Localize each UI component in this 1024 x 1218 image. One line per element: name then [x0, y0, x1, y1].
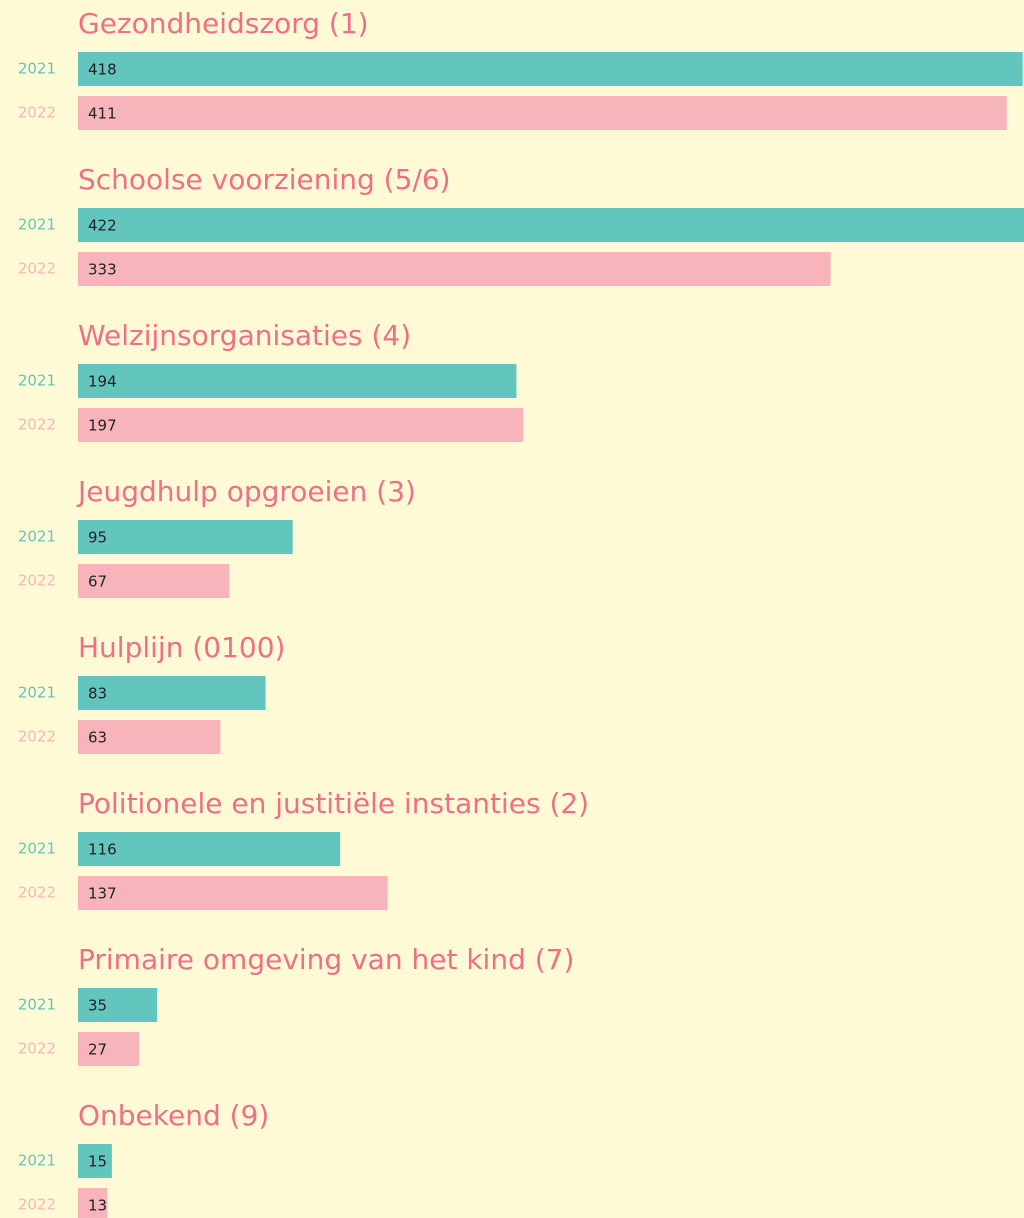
- bar: [78, 1188, 108, 1218]
- bar: [78, 252, 831, 286]
- bar: [78, 52, 1023, 86]
- bar: [78, 876, 388, 910]
- value-label: 95: [88, 529, 107, 547]
- bar: [78, 96, 1007, 130]
- series-label: 2022: [18, 416, 56, 434]
- series-label: 2021: [18, 372, 56, 390]
- bar: [78, 564, 230, 598]
- value-label: 63: [88, 729, 107, 747]
- bar: [78, 832, 341, 866]
- category-title: Primaire omgeving van het kind (7): [78, 943, 574, 976]
- series-label: 2022: [18, 260, 56, 278]
- series-label: 2022: [18, 1040, 56, 1058]
- series-label: 2021: [18, 60, 56, 78]
- value-label: 15: [88, 1153, 107, 1171]
- category-title: Gezondheidszorg (1): [78, 7, 369, 40]
- value-label: 194: [88, 373, 117, 391]
- series-label: 2022: [18, 728, 56, 746]
- series-label: 2021: [18, 1152, 56, 1170]
- value-label: 197: [88, 417, 117, 435]
- series-label: 2021: [18, 840, 56, 858]
- category-title: Schoolse voorziening (5/6): [78, 163, 451, 196]
- category-title: Jeugdhulp opgroeien (3): [76, 475, 416, 508]
- value-label: 333: [88, 261, 117, 279]
- value-label: 67: [88, 573, 107, 591]
- bar: [78, 208, 1024, 242]
- bar: [78, 676, 266, 710]
- bar: [78, 988, 158, 1022]
- value-label: 116: [88, 841, 117, 859]
- bar: [78, 520, 293, 554]
- bar: [78, 364, 517, 398]
- series-label: 2021: [18, 684, 56, 702]
- series-label: 2022: [18, 572, 56, 590]
- value-label: 418: [88, 61, 117, 79]
- bar: [78, 1144, 112, 1178]
- value-label: 27: [88, 1041, 107, 1059]
- series-label: 2021: [18, 528, 56, 546]
- category-title: Hulplijn (0100): [78, 631, 285, 664]
- series-label: 2021: [18, 996, 56, 1014]
- value-label: 35: [88, 997, 107, 1015]
- value-label: 137: [88, 885, 117, 903]
- category-title: Welzijnsorganisaties (4): [78, 319, 411, 352]
- value-label: 13: [88, 1197, 107, 1215]
- series-label: 2022: [18, 884, 56, 902]
- category-title: Politionele en justitiële instanties (2): [78, 787, 589, 820]
- category-title: Onbekend (9): [78, 1099, 269, 1132]
- series-label: 2022: [18, 1196, 56, 1214]
- series-label: 2022: [18, 104, 56, 122]
- bar: [78, 408, 524, 442]
- series-label: 2021: [18, 216, 56, 234]
- bar: [78, 720, 221, 754]
- value-label: 411: [88, 105, 117, 123]
- value-label: 422: [88, 217, 117, 235]
- value-label: 83: [88, 685, 107, 703]
- bar: [78, 1032, 140, 1066]
